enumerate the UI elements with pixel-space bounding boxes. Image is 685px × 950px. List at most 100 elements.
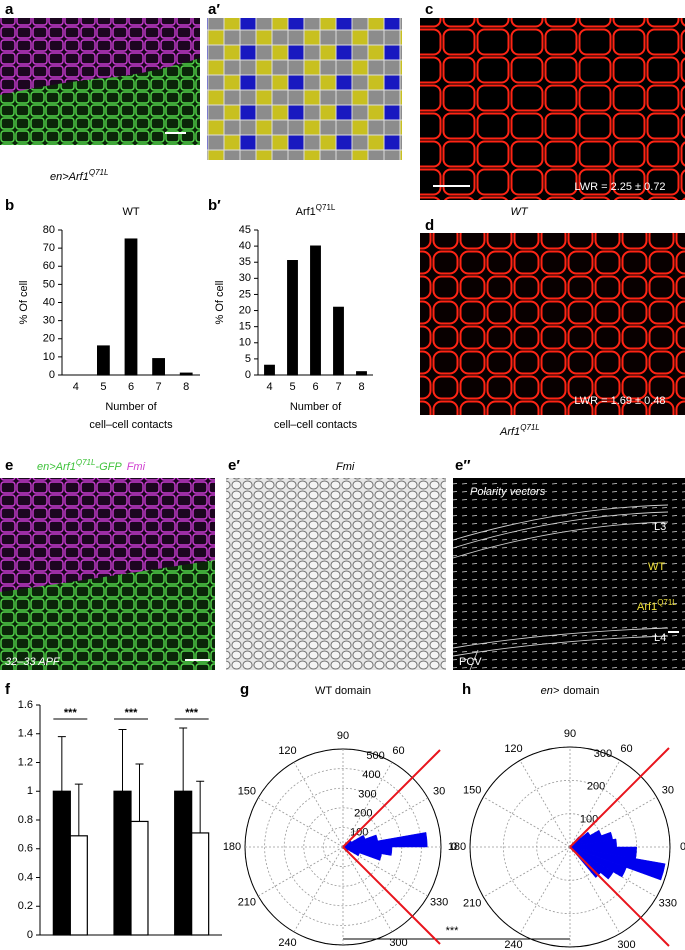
r-tick-label: 100 bbox=[580, 813, 598, 825]
domain-label-sup: Q71L bbox=[657, 598, 677, 607]
x-tick-label: 6 bbox=[128, 381, 134, 393]
y-tick-label: 80 bbox=[43, 224, 55, 236]
y-tick-label: 25 bbox=[239, 288, 251, 300]
y-tick-label: 1.4 bbox=[18, 728, 33, 740]
theta-tick-label: 0 bbox=[680, 841, 685, 853]
significance: *** bbox=[446, 925, 460, 937]
image-caption: Fmi bbox=[336, 461, 355, 473]
x-axis-label: Number of bbox=[290, 401, 342, 413]
y-tick-label: 1 bbox=[27, 785, 33, 797]
panel-label: d bbox=[425, 217, 434, 234]
title-text: WT bbox=[122, 206, 139, 218]
r-tick-label: 400 bbox=[362, 769, 380, 781]
spoke bbox=[483, 796, 571, 848]
panel-label: h bbox=[462, 681, 471, 698]
y-tick-label: 10 bbox=[239, 337, 251, 349]
caption-text: en>Arf1 bbox=[50, 171, 89, 183]
chart-title: en> domain bbox=[541, 685, 600, 697]
y-tick-label: 0.4 bbox=[18, 871, 33, 883]
bar bbox=[333, 306, 344, 376]
bracket bbox=[674, 544, 681, 627]
annotation: WT bbox=[648, 561, 665, 573]
caption-suffix: -GFP bbox=[95, 461, 122, 473]
image-caption: Arf1Q71L bbox=[499, 423, 540, 438]
theta-tick-label: 210 bbox=[238, 896, 256, 908]
annotation: *** bbox=[64, 707, 78, 719]
caption-sup: Q71L bbox=[89, 168, 109, 177]
title-sup: Q71L bbox=[316, 203, 336, 212]
theta-tick-label: 300 bbox=[617, 939, 635, 950]
y-tick-label: 30 bbox=[43, 315, 55, 327]
chart-title: WT bbox=[122, 206, 139, 218]
y-tick-label: 60 bbox=[43, 260, 55, 272]
theta-tick-label: 210 bbox=[463, 897, 481, 909]
outer-circle bbox=[469, 746, 671, 948]
bar bbox=[130, 820, 149, 936]
vector-map bbox=[453, 478, 685, 670]
y-tick-label: 40 bbox=[239, 240, 251, 252]
reference-line bbox=[569, 747, 670, 848]
caption-sup: Q71L bbox=[520, 423, 540, 432]
rose-wedge bbox=[569, 846, 666, 881]
reference-line bbox=[342, 749, 441, 848]
bar bbox=[179, 372, 193, 376]
title-text: Arf1 bbox=[296, 206, 316, 218]
annotation: L3 bbox=[654, 521, 666, 533]
spoke bbox=[293, 846, 344, 933]
title-text: WT domain bbox=[315, 685, 371, 697]
bar bbox=[264, 364, 275, 376]
segmentation-map bbox=[207, 18, 402, 160]
x-tick-label: 4 bbox=[73, 381, 79, 393]
caption-sup: Q71L bbox=[76, 458, 96, 467]
x-tick-label: 6 bbox=[312, 381, 318, 393]
spoke bbox=[569, 846, 621, 934]
image-caption: en>Arf1Q71L bbox=[50, 168, 108, 183]
annotation: L4 bbox=[654, 632, 666, 644]
panel-label: a′ bbox=[208, 1, 220, 18]
error-bar bbox=[74, 783, 83, 836]
y-tick-label: 1.2 bbox=[18, 756, 33, 768]
theta-tick-label: 30 bbox=[433, 785, 445, 797]
image-caption: en>Arf1Q71L-GFP Fmi bbox=[37, 458, 146, 473]
bar bbox=[113, 790, 132, 936]
micrograph-region bbox=[0, 560, 215, 670]
y-tick-label: 0.2 bbox=[18, 900, 33, 912]
y-tick-label: 35 bbox=[239, 256, 251, 268]
chart-title: Arf1Q71L bbox=[296, 203, 336, 218]
bar bbox=[287, 260, 298, 376]
theta-tick-label: 0 bbox=[451, 841, 457, 853]
caption-text: Arf1 bbox=[499, 426, 520, 438]
theta-tick-label: 60 bbox=[620, 743, 632, 755]
bar bbox=[152, 358, 165, 376]
bar bbox=[191, 832, 210, 936]
reference-line bbox=[569, 846, 670, 947]
theta-tick-label: 150 bbox=[463, 784, 481, 796]
annotation: Arf1Q71L bbox=[637, 598, 677, 613]
spoke bbox=[257, 846, 344, 897]
theta-tick-label: 90 bbox=[564, 728, 576, 740]
title-text: domain bbox=[563, 685, 599, 697]
y-tick-label: 15 bbox=[239, 321, 251, 333]
panel-label: e″ bbox=[455, 457, 471, 474]
theta-tick-label: 240 bbox=[504, 939, 522, 950]
annotation: LWR = 1.69 ± 0.48 bbox=[574, 395, 665, 407]
micrograph bbox=[226, 478, 446, 670]
x-tick-label: 8 bbox=[183, 381, 189, 393]
x-tick-label: 7 bbox=[335, 381, 341, 393]
annotation: LWR = 2.25 ± 0.72 bbox=[574, 181, 665, 193]
y-tick-label: 50 bbox=[43, 278, 55, 290]
bar bbox=[69, 835, 88, 936]
y-tick-label: 5 bbox=[245, 353, 251, 365]
reference-line bbox=[342, 846, 441, 945]
theta-tick-label: 120 bbox=[504, 743, 522, 755]
y-tick-label: 10 bbox=[43, 351, 55, 363]
r-tick-label: 500 bbox=[366, 750, 384, 762]
panel-label: f bbox=[5, 681, 11, 698]
image-caption: WT bbox=[510, 206, 528, 218]
error-bar bbox=[118, 728, 127, 792]
y-tick-label: 1.6 bbox=[18, 699, 33, 711]
r-tick-label: 200 bbox=[354, 808, 372, 820]
theta-tick-label: 150 bbox=[238, 785, 256, 797]
theta-tick-label: 330 bbox=[659, 897, 677, 909]
